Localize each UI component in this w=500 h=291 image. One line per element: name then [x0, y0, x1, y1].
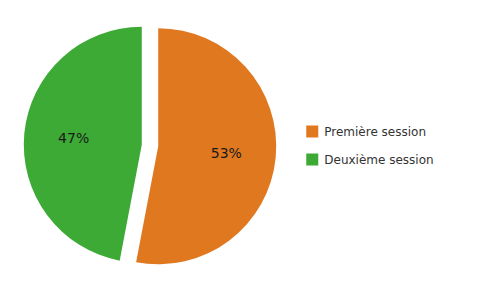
legend-swatch — [306, 126, 318, 138]
pie: 53% 47% — [24, 27, 276, 265]
pie-slice — [136, 28, 276, 264]
data-label: 53% — [211, 145, 242, 161]
chart: 53% 47% Première session Deuxième session — [0, 0, 500, 291]
data-label: 47% — [58, 130, 89, 146]
legend-label: Première session — [324, 125, 426, 139]
legend-item: Deuxième session — [306, 153, 433, 167]
legend: Première session Deuxième session — [306, 125, 433, 167]
legend-item: Première session — [306, 125, 426, 139]
legend-label: Deuxième session — [324, 153, 433, 167]
legend-swatch — [306, 154, 318, 166]
pie-slice — [24, 27, 142, 261]
